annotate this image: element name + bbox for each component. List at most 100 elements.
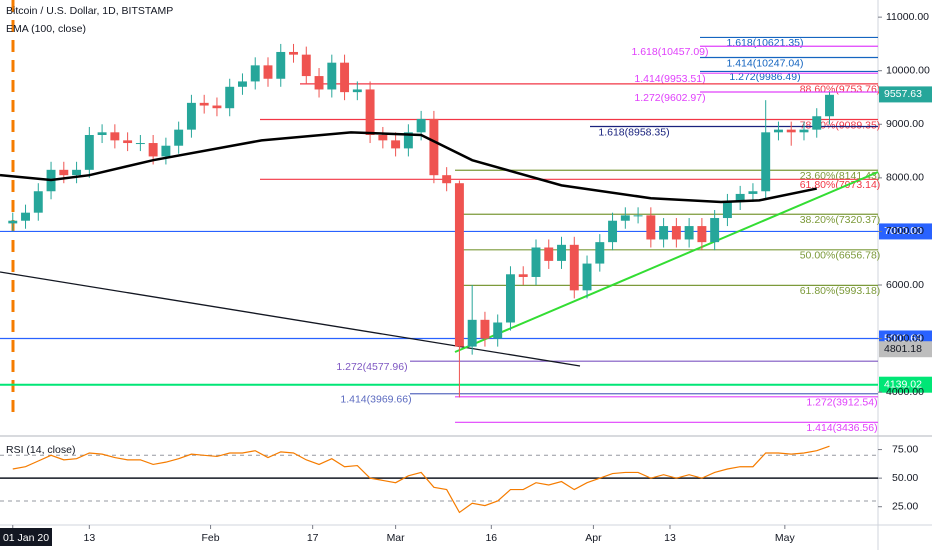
price-badge [879,86,932,103]
candle-body [225,86,235,109]
candle-body [59,169,69,176]
candle-body [786,129,796,133]
candle-body [33,191,43,213]
rsi-tick-label: 75.00 [892,443,918,455]
candle-body [8,220,18,224]
level-label: 1.272(9602.97) [634,92,705,104]
candle-body [403,132,413,149]
y-tick-label: 4000.00 [886,386,924,398]
level-label: 50.00%(6656.78) [800,250,881,262]
x-tick-label: Feb [202,532,220,544]
price-badge-label: 4139.02 [884,378,922,390]
candle-body [735,193,745,202]
candle-body [174,129,184,146]
candle-body [825,94,834,117]
level-label: 1.272(9986.49) [729,71,800,83]
candle-body [72,169,82,176]
candle-body [633,215,643,217]
rsi-line [12,445,830,514]
y-tick-label: 10000.00 [886,64,930,76]
level-label: 1.414(9953.51) [634,73,705,85]
y-tick-label: 9000.00 [886,118,924,130]
candle-body [748,191,758,194]
level-label: 88.60%(9753.76) [800,84,881,96]
candle-body [505,274,515,323]
candle-body [812,116,822,130]
levels: 1.618(10621.35) 1.618(10457.09) 1.414(1024… [0,36,881,434]
candle-body [327,62,337,90]
candle-body [671,226,681,240]
y-tick-label: 5000.00 [886,332,924,344]
x-tick-label: Mar [387,532,406,544]
candle-body [21,212,30,221]
candle-body [493,322,503,339]
candle-body [429,118,439,176]
price-badge-label: 9557.63 [884,88,922,100]
candle-body [608,220,618,243]
candle-body [442,175,452,184]
level-label: 61.80%(7973.14) [800,179,881,191]
x-tick-label: 13 [83,532,95,544]
candle-body [710,218,720,243]
candle-body [289,51,298,55]
candle-body [161,145,171,157]
candles [8,43,834,398]
candle-body [212,105,222,109]
candle-body [416,118,426,133]
candle-body [340,62,350,93]
level-label: 1.618(10621.35) [726,37,803,49]
candle-body [773,129,783,133]
candle-body [595,242,605,264]
trend-line [0,271,581,367]
candle-body [722,201,732,219]
x-tick-label: 01 Jan 20 [3,532,49,544]
candle-body [799,129,809,133]
candle-body [84,135,94,170]
candle-body [761,132,771,192]
level-label: 78.60%(9089.35) [800,119,881,131]
price-badge-label: 4801.18 [884,343,922,355]
candle-body [314,76,324,90]
candle-body [646,215,656,240]
rsi-tick-label: 25.00 [892,500,918,512]
date-badge [0,528,52,546]
price-badge-label: 7000.00 [884,225,922,237]
rsi-label: RSI (14, close) [6,444,75,456]
price-badge [879,376,932,393]
x-tick-label: 16 [485,532,497,544]
candle-body [199,102,209,106]
chart-title: Bitcoin / U.S. Dollar, 1D, BITSTAMP [6,5,173,17]
candle-body [480,319,490,339]
level-label: 61.80%(5993.18) [800,285,881,297]
x-tick-label: Apr [585,532,602,544]
y-tick-label: 6000.00 [886,279,924,291]
candle-body [250,65,260,82]
y-tick-label: 8000.00 [886,172,924,184]
price-badge [879,341,932,358]
candle-body [365,89,375,135]
level-label: 1.272(4577.96) [336,361,407,373]
candle-body [110,132,120,141]
level-label: 38.20%(7320.37) [800,214,881,226]
level-label: 1.414(3969.66) [340,394,411,406]
candle-body [148,143,158,157]
y-tick-label: 11000.00 [886,11,929,23]
candle-body [454,183,464,347]
candle-body [276,51,286,79]
level-label: 1.414(10247.04) [726,57,803,69]
price-badge [879,223,932,240]
candle-body [301,54,311,77]
x-tick-label: 13 [664,532,676,544]
candle-body [238,81,247,87]
candle-body [352,89,362,93]
x-tick-label: 17 [307,532,319,544]
candle-body [659,226,669,240]
y-tick-label: 7000.00 [886,225,924,237]
candle-body [518,274,528,277]
candle-body [582,263,592,291]
trend-line [454,171,879,353]
ema-line [0,131,817,204]
candle-body [531,247,541,277]
